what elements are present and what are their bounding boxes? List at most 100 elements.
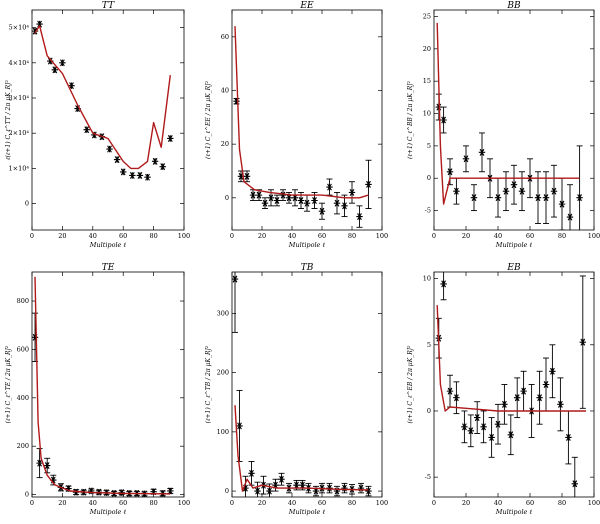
data-layer (32, 20, 174, 181)
data-point-star (279, 191, 287, 199)
panel-title: BB (506, 1, 521, 11)
x-tick-label: 20 (58, 499, 66, 507)
panel-te: TE 0 20 40 60 80 100 0 200 400 600 800 Multipole ℓ (ℓ… (5, 263, 190, 516)
data-point-star (542, 194, 550, 202)
x-tick-label: 100 (376, 232, 388, 240)
data-point-star (88, 487, 95, 495)
panel-title: TT (102, 1, 115, 11)
y-tick-label: 3×10⁴ (9, 94, 30, 102)
y-axis-label: (ℓ+1) C_ℓ^EB / 2π μK_RJ² (407, 345, 414, 424)
data-point-star (446, 387, 454, 395)
data-point-star (129, 171, 136, 179)
data-point-star (333, 199, 341, 207)
data-point-star (299, 481, 306, 489)
x-tick-label: 80 (149, 232, 157, 240)
data-point-star (36, 459, 43, 467)
data-point-star (150, 488, 157, 496)
data-point-star (326, 484, 333, 492)
data-point-star (47, 57, 54, 65)
data-point-star (341, 202, 348, 210)
x-tick-label: 60 (119, 499, 127, 507)
data-point-star (106, 145, 113, 153)
x-tick-label: 20 (258, 232, 266, 240)
data-point-star (566, 213, 574, 221)
data-point-star (167, 134, 174, 142)
data-point-star (261, 199, 269, 207)
data-point-star (502, 187, 510, 195)
data-point-star (136, 171, 144, 179)
data-point-star (453, 187, 460, 195)
data-point-star (357, 484, 365, 492)
data-point-star (237, 172, 245, 180)
x-tick-label: 60 (318, 499, 326, 507)
x-tick-label: 20 (258, 499, 266, 507)
y-tick-label: -5 (425, 207, 431, 215)
panel-title: EE (299, 1, 314, 11)
data-point-star (44, 462, 51, 470)
data-point-star (91, 131, 98, 139)
model-curve (34, 25, 171, 170)
data-point-star (542, 381, 550, 388)
data-point-star (480, 423, 487, 431)
data-point-star (514, 394, 521, 402)
model-curve (234, 26, 369, 199)
data-point-star (297, 197, 305, 204)
data-point-star (557, 400, 564, 408)
y-tick-label: 600 (17, 345, 29, 353)
y-tick-label: 5×10⁴ (9, 24, 30, 32)
x-tick-label: 0 (30, 232, 34, 240)
x-tick-label: 80 (149, 499, 157, 507)
data-point-star (520, 387, 527, 395)
data-point-star (242, 484, 249, 492)
x-tick-label: 40 (494, 499, 502, 507)
data-point-star (494, 194, 502, 202)
data-point-star (312, 487, 320, 495)
data-point-star (159, 163, 166, 171)
y-tick-label: 0 (427, 174, 431, 182)
plot-frame (231, 271, 383, 498)
data-point-star (255, 191, 263, 199)
panel-eb: EB 0 20 40 60 80 100 -5 0 5 10 Multipole ℓ (ℓ+1) C_ℓ… (407, 263, 600, 516)
data-point-star (576, 194, 583, 202)
y-tick-label: 5 (427, 142, 431, 150)
data-point-star (474, 414, 481, 422)
panel-tb: TB 0 20 40 60 80 100 0 100 200 300 Multipole ℓ (ℓ+1)… (205, 263, 388, 516)
data-point-star (51, 66, 58, 74)
data-point-star (113, 156, 121, 164)
y-tick-label: 800 (17, 297, 29, 305)
x-tick-label: 80 (348, 232, 356, 240)
model-curve (436, 22, 580, 205)
model-curve (234, 405, 369, 492)
data-point-star (365, 487, 372, 495)
x-tick-label: 0 (432, 499, 436, 507)
data-point-star (558, 200, 566, 208)
data-point-star (278, 475, 285, 483)
x-tick-label: 100 (588, 232, 600, 240)
data-point-star (356, 213, 363, 221)
x-tick-label: 100 (588, 499, 600, 507)
data-point-star (74, 105, 81, 113)
data-point-star (507, 431, 514, 439)
data-point-star (59, 59, 66, 67)
data-point-star (536, 394, 543, 402)
x-tick-label: 60 (526, 499, 534, 507)
x-axis-label: Multipole ℓ (495, 508, 533, 516)
data-point-star (249, 191, 257, 199)
data-point-star (83, 126, 90, 134)
x-tick-label: 100 (178, 499, 190, 507)
data-point-star (254, 487, 261, 495)
model-curve (34, 276, 171, 495)
x-tick-label: 40 (89, 232, 97, 240)
data-point-star (318, 207, 326, 215)
x-tick-label: 20 (462, 232, 470, 240)
plot-frame (433, 9, 595, 231)
x-tick-label: 40 (288, 499, 296, 507)
y-tick-label: 300 (217, 309, 229, 317)
panel-tt: TT 0 20 40 60 80 100 0 1×10⁴ 2×10⁴ 3×10⁴ 4×10⁴ 5×10⁴… (5, 1, 190, 249)
y-tick-label: 5 (427, 341, 431, 349)
data-point-star (243, 172, 251, 180)
plot-frame (433, 271, 595, 498)
y-tick-label: 100 (217, 428, 229, 436)
x-tick-label: 0 (230, 499, 234, 507)
